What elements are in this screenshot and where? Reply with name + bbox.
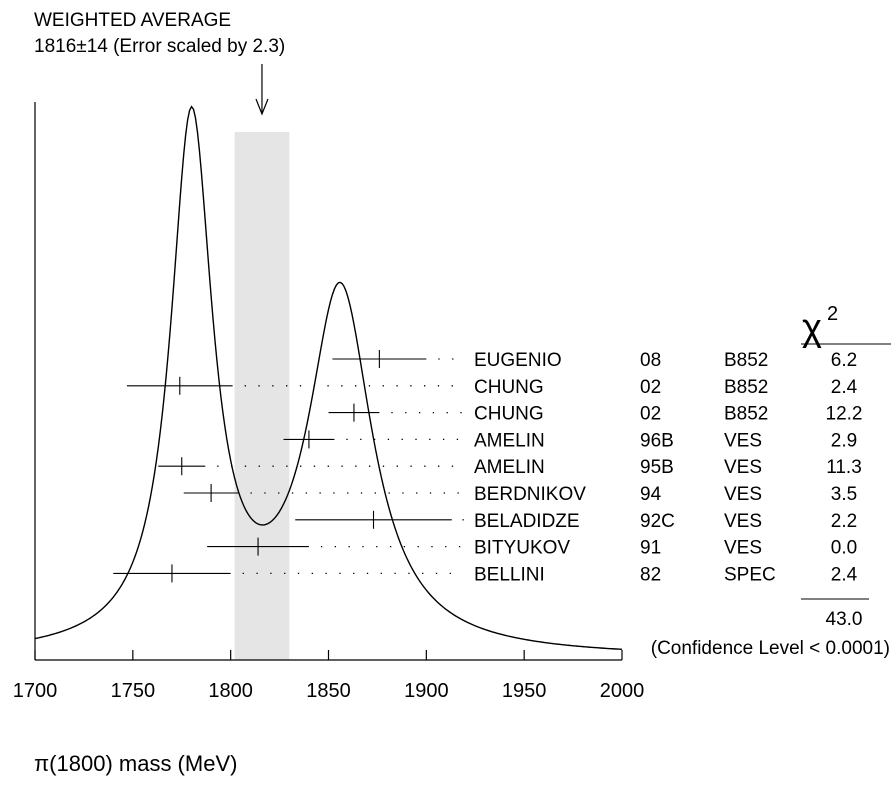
experiment-technique: VES xyxy=(724,484,762,505)
experiment-author: AMELIN xyxy=(474,457,545,478)
x-tick-label: 1750 xyxy=(111,680,156,702)
experiment-author: CHUNG xyxy=(474,377,544,398)
chi2-superscript: 2 xyxy=(827,303,838,325)
experiment-chi2: 3.5 xyxy=(831,484,857,505)
experiment-technique: VES xyxy=(724,430,762,451)
weighted-average-arrow xyxy=(255,64,269,116)
ideogram-curve xyxy=(34,105,623,651)
experiment-chi2: 2.4 xyxy=(831,377,858,398)
experiment-year: 95B xyxy=(640,457,674,478)
experiment-chi2: 2.4 xyxy=(831,564,858,585)
experiment-author: BITYUKOV xyxy=(474,538,570,559)
chart-header-line1: WEIGHTED AVERAGE xyxy=(34,10,231,31)
measurement-labels: EUGENIO 08 B852 6.2 CHUNG 02 B852 2.4 CHUNG 02 B85… xyxy=(474,350,862,585)
experiment-author: EUGENIO xyxy=(474,350,562,371)
experiment-chi2: 2.9 xyxy=(831,430,857,451)
experiment-author: CHUNG xyxy=(474,404,544,425)
arrow-head xyxy=(255,98,269,116)
experiment-chi2: 6.2 xyxy=(831,350,857,371)
experiment-technique: VES xyxy=(724,457,762,478)
experiment-year: 91 xyxy=(640,538,661,559)
x-tick-label: 1700 xyxy=(13,680,58,702)
experiment-technique: VES xyxy=(724,538,762,559)
experiment-year: 02 xyxy=(640,404,661,425)
experiment-technique: B852 xyxy=(724,404,768,425)
experiment-technique: B852 xyxy=(724,377,768,398)
x-tick-label: 1800 xyxy=(208,680,253,702)
experiment-chi2: 2.2 xyxy=(831,511,857,532)
x-axis-title: π(1800) mass (MeV) xyxy=(34,751,237,776)
dotted-leaders xyxy=(217,358,464,575)
experiment-year: 02 xyxy=(640,377,661,398)
experiment-year: 94 xyxy=(640,484,662,505)
chi2-total: 43.0 xyxy=(826,609,863,630)
x-axis-ticks: 1700 1750 1800 1850 1900 1950 2000 xyxy=(13,650,645,702)
experiment-author: BELLINI xyxy=(474,564,545,585)
confidence-level: (Confidence Level < 0.0001) xyxy=(651,638,890,659)
x-tick-label: 1900 xyxy=(404,680,449,702)
chi2-symbol: χ xyxy=(802,307,822,349)
experiment-author: BELADIDZE xyxy=(474,511,580,532)
experiment-technique: VES xyxy=(724,511,762,532)
x-tick-label: 2000 xyxy=(600,680,645,702)
experiment-chi2: 11.3 xyxy=(826,457,862,478)
chart-header-line2: 1816±14 (Error scaled by 2.3) xyxy=(34,36,285,57)
experiment-year: 08 xyxy=(640,350,661,371)
experiment-year: 92C xyxy=(640,511,675,532)
experiment-author: AMELIN xyxy=(474,430,545,451)
weighted-average-band xyxy=(234,132,290,660)
error-bars xyxy=(113,350,452,583)
experiment-chi2: 0.0 xyxy=(831,538,857,559)
experiment-chi2: 12.2 xyxy=(826,404,863,425)
experiment-year: 96B xyxy=(640,430,674,451)
experiment-technique: B852 xyxy=(724,350,768,371)
x-tick-label: 1950 xyxy=(502,680,547,702)
experiment-author: BERDNIKOV xyxy=(474,484,586,505)
x-tick-label: 1850 xyxy=(306,680,351,702)
experiment-year: 82 xyxy=(640,564,661,585)
experiment-technique: SPEC xyxy=(724,564,776,585)
